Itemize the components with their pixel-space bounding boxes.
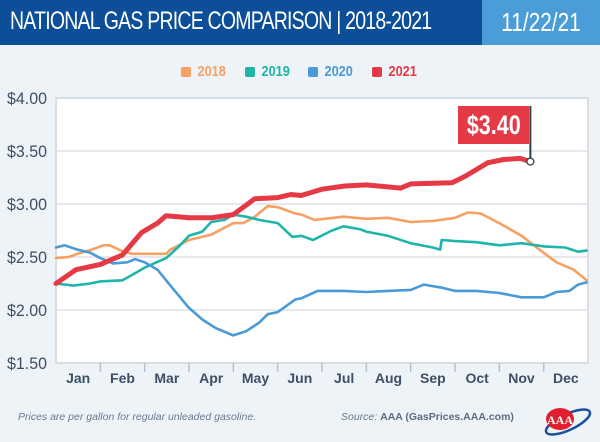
y-tick-label: $2.50	[7, 248, 47, 267]
x-tick-label: Mar	[154, 370, 179, 386]
series-line-2018	[54, 204, 588, 282]
y-tick-label: $1.50	[7, 354, 47, 373]
series-line-2019	[54, 213, 588, 287]
current-price-marker	[526, 157, 535, 166]
current-price-callout: $3.40	[458, 106, 529, 144]
source-label: Source:	[341, 411, 378, 423]
legend-label: 2018	[197, 63, 226, 80]
legend-item-2020: 2020	[308, 63, 355, 80]
x-tick-label: Sep	[420, 370, 446, 386]
x-tick-label: Jan	[66, 370, 90, 386]
x-tick-label: May	[242, 370, 269, 386]
legend-label: 2019	[261, 63, 290, 80]
series-line-2020	[54, 244, 588, 337]
y-tick-label: $2.00	[7, 301, 47, 320]
series-line-2021	[53, 155, 533, 286]
x-tick-label: Dec	[553, 370, 579, 386]
x-tick-label: Aug	[375, 370, 402, 386]
chart-title: NATIONAL GAS PRICE COMPARISON | 2018-202…	[10, 7, 432, 35]
legend-label: 2020	[324, 63, 353, 80]
x-tick-label: Nov	[508, 370, 535, 386]
x-tick-label: Jul	[334, 370, 354, 386]
legend: 2018 2019 2020 2021	[0, 63, 600, 80]
legend-item-2021: 2021	[371, 63, 419, 80]
legend-swatch	[244, 67, 255, 77]
legend-swatch	[371, 67, 382, 77]
date-box: 11/22/21	[482, 0, 600, 45]
source-credit: Source: AAA (GasPrices.AAA.com)	[341, 411, 514, 423]
y-tick-label: $3.00	[7, 195, 47, 214]
callout-label: $3.40	[466, 110, 521, 140]
y-tick-label: $4.00	[7, 89, 47, 108]
chart-date: 11/22/21	[501, 7, 581, 37]
legend-swatch	[308, 67, 319, 77]
x-tick-label: Apr	[199, 370, 224, 386]
legend-swatch	[180, 67, 191, 77]
x-tick-label: Feb	[110, 370, 135, 386]
x-tick-label: Oct	[465, 370, 489, 386]
legend-item-2019: 2019	[244, 63, 292, 80]
aaa-logo: AAA	[544, 408, 592, 436]
legend-label: 2021	[388, 63, 417, 80]
footnote: Prices are per gallon for regular unlead…	[18, 411, 257, 423]
title-bar: NATIONAL GAS PRICE COMPARISON | 2018-202…	[0, 0, 482, 45]
source-value: AAA (GasPrices.AAA.com)	[380, 411, 514, 423]
y-tick-label: $3.50	[7, 142, 47, 161]
legend-item-2018: 2018	[180, 63, 228, 80]
x-tick-label: Jun	[287, 370, 312, 386]
svg-text:AAA: AAA	[547, 413, 573, 427]
